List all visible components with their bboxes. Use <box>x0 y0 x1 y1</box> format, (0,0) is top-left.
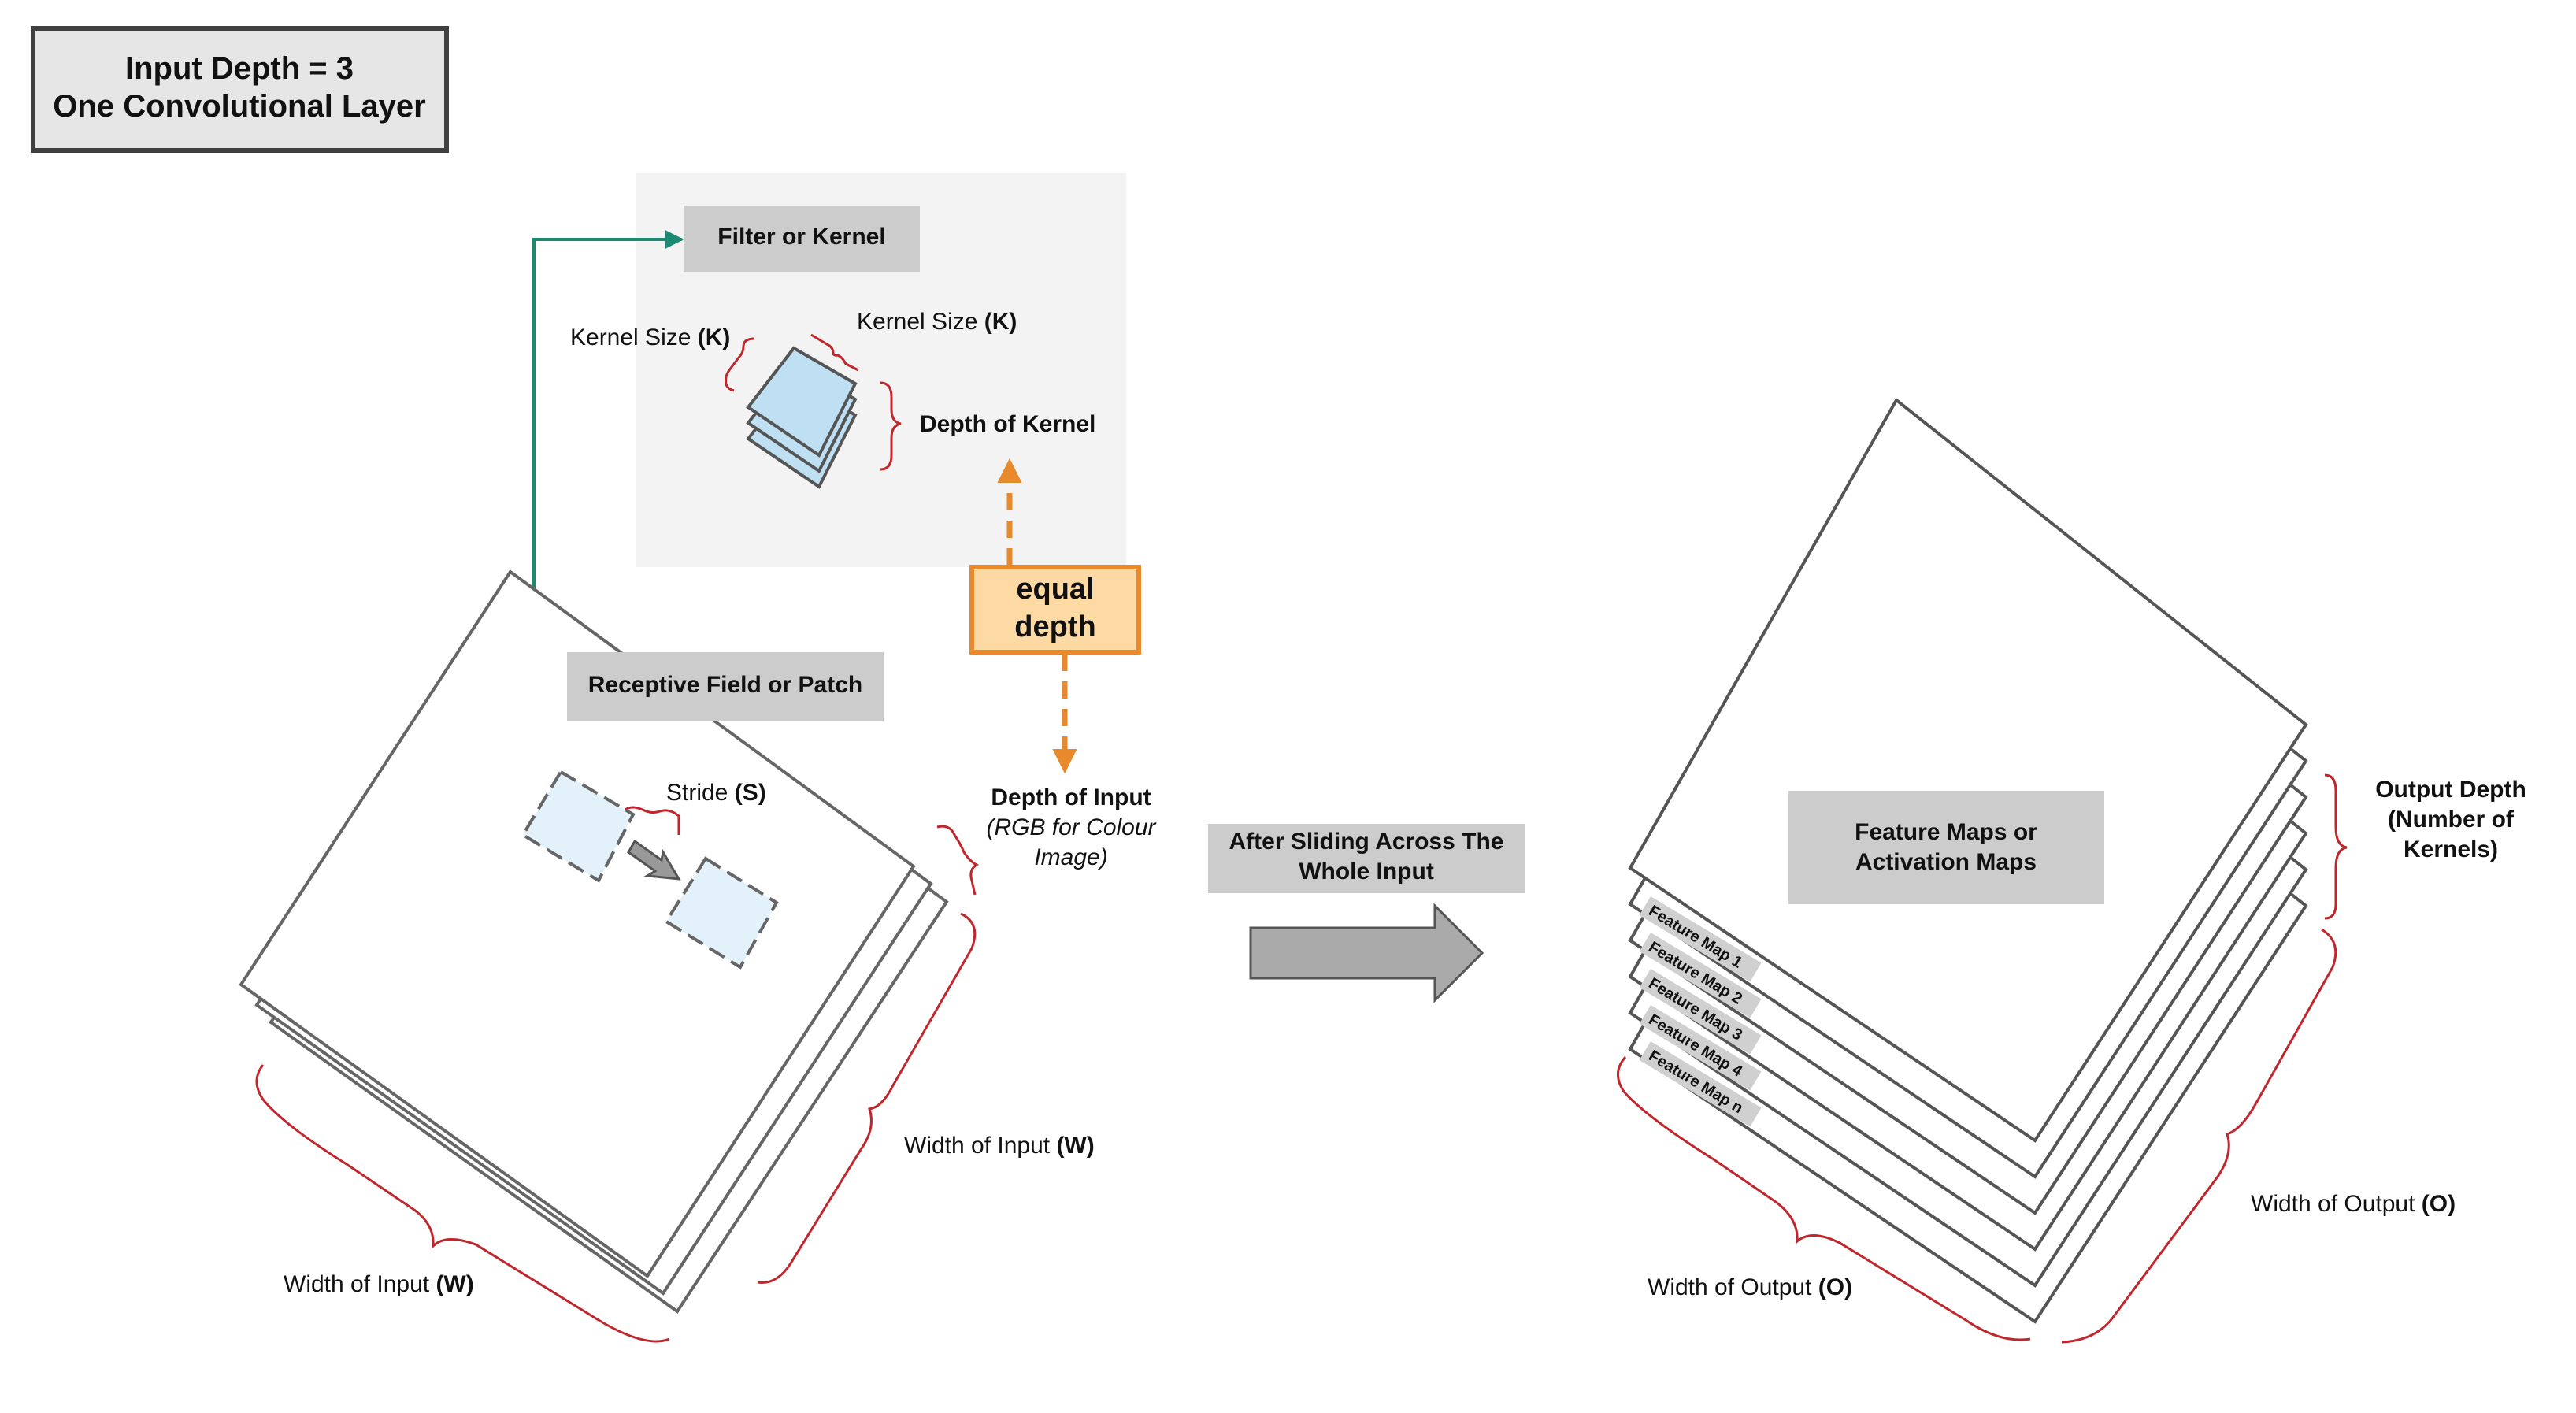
kernel-size-right-brace <box>810 333 859 372</box>
output-depth-line-1: Output Depth <box>2375 777 2526 803</box>
filter-panel: Filter or Kernel Kernel Size (K) Kernel … <box>570 173 1126 567</box>
width-of-output-bottom-label: Width of Output (O) <box>1648 1274 1852 1300</box>
filter-label: Filter or Kernel <box>717 224 885 250</box>
depth-of-input-brace <box>936 825 980 896</box>
process-label-line-2: Whole Input <box>1299 859 1434 885</box>
feature-maps-label-line-1: Feature Maps or <box>1855 819 2037 845</box>
process-arrow <box>1249 903 1484 1003</box>
kernel-stack <box>746 346 858 489</box>
depth-of-kernel-label: Depth of Kernel <box>920 411 1095 437</box>
kernel-size-right-label: Kernel Size (K) <box>857 309 1017 335</box>
input-volume <box>239 569 949 1314</box>
width-of-output-right-brace <box>2061 928 2337 1344</box>
kernel-size-left-brace <box>725 337 755 392</box>
width-of-output-bottom-brace <box>1617 1055 2031 1341</box>
filter-label-box <box>684 206 920 272</box>
kernel-layer-1 <box>746 346 858 458</box>
stride-label: Stride (S) <box>666 780 766 806</box>
width-of-input-right-label: Width of Input (W) <box>904 1133 1095 1159</box>
equal-depth-line-1: equal <box>1016 573 1094 606</box>
kernel-size-left-label: Kernel Size (K) <box>570 325 730 350</box>
width-of-input-right-brace <box>757 912 977 1284</box>
depth-of-input-note-line-2: Image) <box>1034 844 1107 870</box>
title-box: Input Depth = 3 One Convolutional Layer <box>31 26 449 153</box>
receptive-field-label-box <box>567 652 884 721</box>
patch-position-1 <box>521 770 636 883</box>
equal-depth-line-2: depth <box>1014 610 1095 643</box>
title-line-2: One Convolutional Layer <box>53 89 425 124</box>
width-of-input-bottom-brace <box>255 1064 670 1343</box>
output-plane-top <box>1628 397 2308 1143</box>
patch-position-2 <box>664 856 779 970</box>
process-label-box <box>1208 824 1525 893</box>
width-of-output-right-label: Width of Output (O) <box>2251 1191 2456 1217</box>
input-plane-1 <box>239 569 916 1278</box>
output-depth-line-3: Kernels) <box>2404 836 2498 862</box>
equal-depth-box <box>969 565 1141 655</box>
feature-maps-label-box <box>1788 791 2104 904</box>
feature-maps-label-line-2: Activation Maps <box>1855 849 2037 875</box>
width-of-input-bottom-label: Width of Input (W) <box>284 1271 474 1297</box>
stride-brace <box>625 806 680 835</box>
title-line-1: Input Depth = 3 <box>125 51 354 86</box>
depth-of-input-note-line-1: (RGB for Colour <box>986 814 1156 840</box>
process-label-line-1: After Sliding Across The <box>1229 829 1504 855</box>
stride-arrow <box>627 839 681 881</box>
output-depth-brace <box>2324 773 2348 920</box>
output-depth-line-2: (Number of <box>2388 807 2515 833</box>
depth-of-input-title: Depth of Input <box>991 784 1151 810</box>
depth-of-kernel-brace <box>880 381 902 471</box>
receptive-field-label: Receptive Field or Patch <box>588 672 862 698</box>
